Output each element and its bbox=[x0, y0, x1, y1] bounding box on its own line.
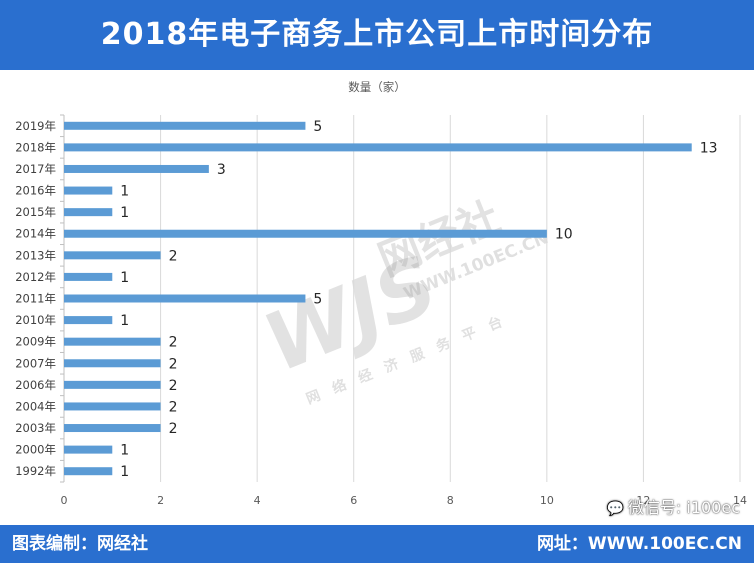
wechat-id-text: 微信号: i100ec bbox=[627, 498, 740, 517]
header-banner: 2018年电子商务上市公司上市时间分布 bbox=[0, 0, 754, 70]
x-tick-label: 12 bbox=[636, 494, 650, 507]
data-label: 2 bbox=[169, 335, 178, 351]
bar bbox=[64, 337, 161, 346]
data-label: 2 bbox=[169, 399, 178, 415]
wechat-icon: 💬 bbox=[606, 501, 624, 517]
x-tick-label: 10 bbox=[540, 494, 554, 507]
data-label: 5 bbox=[313, 292, 322, 308]
bar bbox=[64, 208, 113, 217]
x-tick-label: 4 bbox=[254, 494, 261, 507]
data-label: 2 bbox=[169, 378, 178, 394]
data-label: 1 bbox=[120, 184, 129, 200]
data-label: 10 bbox=[555, 227, 573, 243]
data-label: 1 bbox=[120, 443, 129, 459]
category-label: 2006年 bbox=[15, 378, 56, 392]
category-label: 2010年 bbox=[15, 313, 56, 327]
bar bbox=[64, 294, 306, 303]
bar bbox=[64, 402, 161, 411]
data-label: 1 bbox=[120, 205, 129, 221]
data-label: 2 bbox=[169, 421, 178, 437]
category-label: 2003年 bbox=[15, 421, 56, 435]
category-label: 2004年 bbox=[15, 399, 56, 413]
footer-source: 图表编制：网经社 bbox=[12, 534, 148, 554]
category-label: 2013年 bbox=[15, 248, 56, 262]
bar bbox=[64, 229, 547, 238]
page-title: 2018年电子商务上市公司上市时间分布 bbox=[100, 17, 654, 52]
category-label: 1992年 bbox=[15, 464, 56, 478]
bar bbox=[64, 143, 692, 152]
data-label: 1 bbox=[120, 270, 129, 286]
x-tick-label: 2 bbox=[157, 494, 164, 507]
data-label: 13 bbox=[700, 140, 718, 156]
bar bbox=[64, 359, 161, 368]
category-label: 2019年 bbox=[15, 119, 56, 133]
data-label: 1 bbox=[120, 313, 129, 329]
x-tick-label: 6 bbox=[350, 494, 357, 507]
bar bbox=[64, 380, 161, 389]
data-label: 5 bbox=[313, 119, 322, 135]
category-label: 2018年 bbox=[15, 140, 56, 154]
x-tick-label: 8 bbox=[447, 494, 454, 507]
bar bbox=[64, 186, 113, 195]
category-label: 2000年 bbox=[15, 443, 56, 457]
bar bbox=[64, 316, 113, 325]
category-label: 2012年 bbox=[15, 270, 56, 284]
data-label: 3 bbox=[217, 162, 226, 178]
footer-banner: 图表编制：网经社 网址：WWW.100EC.CN bbox=[0, 525, 754, 563]
bar bbox=[64, 251, 161, 260]
category-label: 2007年 bbox=[15, 356, 56, 370]
data-label: 2 bbox=[169, 248, 178, 264]
category-label: 2014年 bbox=[15, 227, 56, 241]
footer-website[interactable]: 网址：WWW.100EC.CN bbox=[536, 534, 742, 554]
bar bbox=[64, 424, 161, 433]
category-label: 2017年 bbox=[15, 162, 56, 176]
bar bbox=[64, 121, 306, 130]
series-label: 数量（家） bbox=[348, 80, 406, 94]
x-tick-label: 14 bbox=[733, 494, 747, 507]
category-label: 2016年 bbox=[15, 184, 56, 198]
category-label: 2015年 bbox=[15, 205, 56, 219]
bar bbox=[64, 164, 209, 173]
category-label: 2009年 bbox=[15, 335, 56, 349]
bar bbox=[64, 445, 113, 454]
x-tick-label: 0 bbox=[61, 494, 68, 507]
bar bbox=[64, 272, 113, 281]
bar bbox=[64, 467, 113, 476]
data-label: 1 bbox=[120, 464, 129, 480]
data-label: 2 bbox=[169, 356, 178, 372]
category-label: 2011年 bbox=[15, 292, 56, 306]
wechat-id: 💬 微信号: i100ec bbox=[606, 496, 740, 520]
